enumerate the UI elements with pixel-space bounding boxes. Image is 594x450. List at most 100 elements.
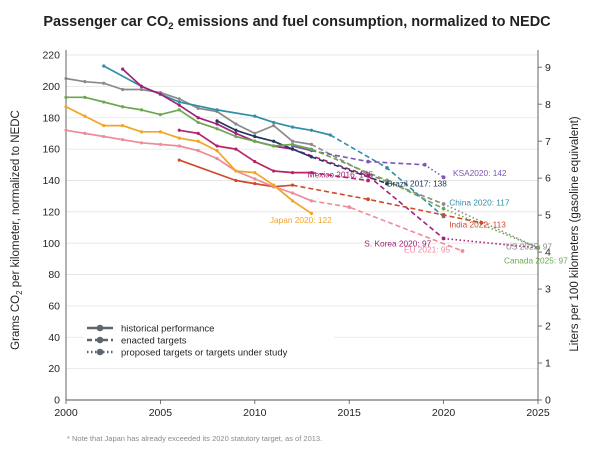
footnote: * Note that Japan has already exceeded i… bbox=[67, 434, 322, 443]
series-3-point bbox=[158, 92, 162, 96]
series-1-point bbox=[272, 123, 276, 128]
y-axis-label-left-part-1: Grams CO bbox=[10, 295, 22, 350]
y2-tick-label: 8 bbox=[545, 99, 551, 111]
series-10-point bbox=[121, 123, 125, 128]
series-6-point bbox=[139, 108, 144, 112]
series-7-point bbox=[196, 131, 200, 136]
y2-tick-label: 6 bbox=[545, 173, 551, 185]
series-4-point bbox=[272, 139, 276, 143]
series-9-point bbox=[215, 156, 219, 161]
series-9-point bbox=[177, 144, 181, 148]
series-3-target-point bbox=[441, 236, 446, 241]
annotation-label: EU 2021: 95 bbox=[404, 245, 451, 255]
legend-swatch-marker bbox=[96, 348, 104, 356]
annotation-label: KSA2020: 142 bbox=[453, 168, 507, 178]
series-2-target-point bbox=[385, 166, 389, 170]
series-markers bbox=[64, 64, 540, 253]
annotation-label: India 2022: 113 bbox=[449, 220, 506, 230]
series-6-historical-line bbox=[66, 96, 312, 150]
series-1-point bbox=[177, 97, 181, 101]
y-tick-label: 0 bbox=[54, 395, 60, 407]
series-9-point bbox=[309, 199, 314, 203]
series-6-target-point bbox=[385, 178, 389, 183]
series-4-point bbox=[215, 119, 219, 123]
y-tick-label: 160 bbox=[42, 144, 60, 156]
series-5-proposed-line bbox=[424, 164, 445, 178]
series-10-point bbox=[253, 171, 257, 175]
series-9-point bbox=[64, 128, 68, 132]
legend-label-enacted: enacted targets bbox=[121, 336, 187, 347]
chart-title-part-3: emissions and fuel consumption, normaliz… bbox=[174, 14, 552, 30]
annotation-label: S. Korea 2020: 97 bbox=[364, 238, 431, 248]
legend-label-historical: historical performance bbox=[121, 324, 214, 335]
series-5-target-point bbox=[441, 175, 446, 180]
series-3-point bbox=[121, 67, 125, 71]
series-9-point bbox=[196, 149, 200, 153]
series-1-proposed-line bbox=[443, 203, 539, 249]
series-2-point bbox=[215, 108, 219, 112]
series-10-point bbox=[83, 114, 87, 118]
series-6-target-point bbox=[441, 206, 446, 211]
series-8-enacted-line bbox=[292, 184, 482, 224]
series-2-point bbox=[177, 100, 181, 104]
series-1-point bbox=[309, 142, 314, 146]
y-tick-label: 20 bbox=[48, 363, 60, 375]
series-9-target-point bbox=[347, 205, 352, 210]
series-8-historical-line bbox=[179, 159, 293, 188]
gridlines bbox=[66, 54, 538, 370]
series-9-point bbox=[102, 134, 106, 139]
series-1-point bbox=[196, 106, 200, 110]
series-4-historical-line bbox=[216, 120, 312, 158]
legend-swatch-marker bbox=[96, 324, 104, 332]
series-8-point bbox=[290, 183, 295, 187]
legend-item-enacted: enacted targets bbox=[87, 336, 187, 347]
series-8-point bbox=[253, 181, 257, 186]
annotation-label: Canada 2025: 97 bbox=[504, 256, 568, 266]
x-tick-label: 2015 bbox=[338, 407, 362, 419]
legend-label-proposed: proposed targets or targets under study bbox=[121, 348, 288, 359]
series-3-point bbox=[177, 103, 181, 107]
series-9-point bbox=[290, 191, 295, 195]
series-4-point bbox=[290, 147, 295, 151]
series-6-point bbox=[309, 147, 314, 151]
series-1-point bbox=[139, 87, 144, 92]
series-10-point bbox=[64, 105, 68, 109]
series-6-proposed-line bbox=[443, 207, 539, 249]
y2-tick-label: 7 bbox=[545, 136, 551, 148]
annotations: KSA2020: 142 Mexico 2016: 145 Brazil 2017:… bbox=[270, 168, 568, 266]
series-3-point bbox=[139, 84, 144, 88]
series-6-point bbox=[215, 127, 219, 131]
annotation-label: Mexico 2016: 145 bbox=[308, 169, 374, 179]
series-5-target-point bbox=[366, 159, 370, 164]
series-1-target-point bbox=[441, 202, 446, 206]
series-6-point bbox=[290, 142, 295, 146]
series-9-point bbox=[121, 138, 125, 142]
series-8-target-point bbox=[441, 213, 446, 217]
series-1-point bbox=[64, 76, 68, 81]
series-7-enacted-line bbox=[311, 171, 369, 182]
legend-swatch-marker bbox=[96, 336, 104, 344]
series-10-point bbox=[290, 199, 295, 203]
series-10-point bbox=[177, 136, 181, 140]
series-6-point bbox=[177, 108, 181, 112]
series-9-point bbox=[253, 177, 257, 181]
series-1-point bbox=[290, 139, 295, 143]
y-axis-label-left: Grams CO2 per kilometer, normalized to N… bbox=[10, 110, 24, 350]
series-5-historical-line bbox=[292, 145, 312, 152]
legend-background bbox=[84, 319, 334, 361]
series-6-point bbox=[121, 105, 125, 109]
series-7-historical-line bbox=[179, 129, 312, 174]
y-tick-label: 60 bbox=[48, 301, 60, 313]
series-2-point bbox=[102, 64, 106, 68]
series-10-point bbox=[158, 130, 162, 134]
series-4-enacted-line bbox=[311, 156, 388, 185]
series-10-point bbox=[102, 123, 106, 128]
y2-tick-label: 5 bbox=[545, 210, 551, 222]
series-6-target-point bbox=[536, 245, 540, 250]
legend-item-proposed: proposed targets or targets under study bbox=[87, 348, 288, 359]
series-10-point bbox=[309, 211, 314, 215]
series-2-point bbox=[253, 114, 257, 118]
chart-title: Passenger car CO2 emissions and fuel con… bbox=[43, 14, 551, 32]
series-4-point bbox=[253, 134, 257, 139]
series-6-point bbox=[272, 144, 276, 148]
